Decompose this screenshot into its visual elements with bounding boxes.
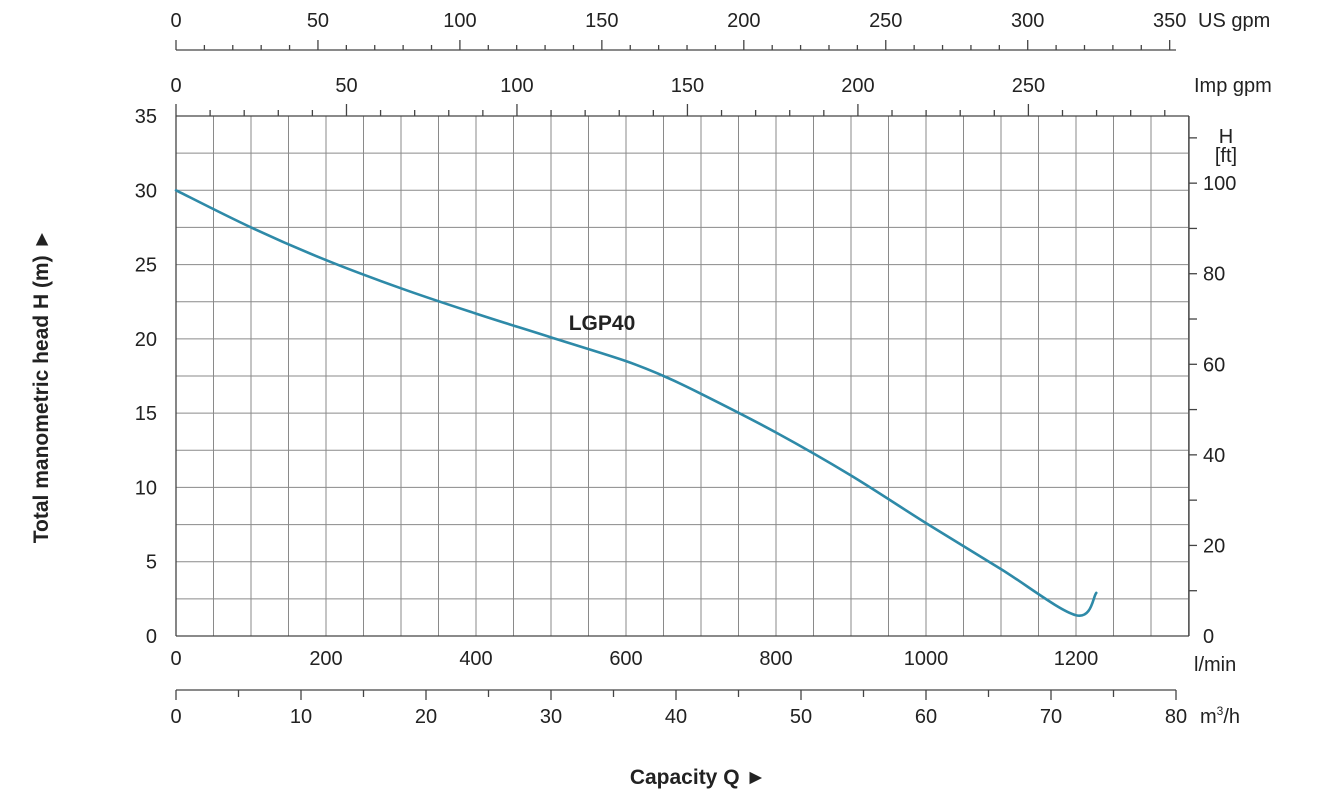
us-gpm-tick-label: 0: [170, 10, 181, 32]
y-tick-label: 35: [135, 106, 157, 128]
us-gpm-unit: US gpm: [1198, 10, 1270, 32]
m3h-unit: m3/h: [1200, 704, 1240, 728]
us-gpm-tick-label: 250: [869, 10, 902, 32]
y-tick-label: 0: [146, 626, 157, 648]
x-tick-label: 800: [759, 648, 792, 670]
us-gpm-tick-label: 150: [585, 10, 618, 32]
series-line-lgp40: [174, 189, 1098, 617]
y-tick-label: 5: [146, 552, 157, 574]
m3h-tick-label: 50: [790, 706, 812, 728]
m3h-tick-label: 0: [170, 706, 181, 728]
x-tick-label: 400: [459, 648, 492, 670]
m3h-tick-label: 80: [1165, 706, 1187, 728]
y-tick-label: 10: [135, 477, 157, 499]
imp-gpm-tick-label: 150: [671, 75, 704, 97]
imp-gpm-tick-label: 250: [1012, 75, 1045, 97]
us-gpm-tick-label: 100: [443, 10, 476, 32]
ft-tick-label: 60: [1203, 354, 1225, 376]
us-gpm-tick-label: 50: [307, 10, 329, 32]
us-gpm-tick-label: 350: [1153, 10, 1186, 32]
x-tick-label: 1200: [1054, 648, 1099, 670]
grid: [176, 116, 1189, 636]
imp-gpm-tick-label: 100: [500, 75, 533, 97]
imp-gpm-tick-label: 50: [335, 75, 357, 97]
series-label-lgp40: LGP40: [569, 312, 636, 335]
y-axis-title: Total manometric head H (m) ►: [30, 229, 53, 543]
us-gpm-tick-label: 300: [1011, 10, 1044, 32]
m3h-tick-label: 10: [290, 706, 312, 728]
m3h-tick-label: 60: [915, 706, 937, 728]
y-tick-label: 20: [135, 329, 157, 351]
ft-axis-title: H: [1219, 126, 1233, 148]
y-tick-label: 15: [135, 403, 157, 425]
m3h-tick-label: 30: [540, 706, 562, 728]
us-gpm-tick-label: 200: [727, 10, 760, 32]
ft-tick-label: 40: [1203, 445, 1225, 467]
x-tick-label: 200: [309, 648, 342, 670]
y-tick-label: 30: [135, 180, 157, 202]
m3h-tick-label: 70: [1040, 706, 1062, 728]
m3h-tick-label: 40: [665, 706, 687, 728]
m3h-tick-label: 20: [415, 706, 437, 728]
x-tick-label: 0: [170, 648, 181, 670]
axes: [175, 40, 1197, 700]
imp-gpm-tick-label: 0: [170, 75, 181, 97]
x-tick-label: 1000: [904, 648, 949, 670]
x-axis-title: Capacity Q ►: [630, 766, 766, 789]
ft-axis-unit: [ft]: [1215, 145, 1237, 167]
series: LGP40: [174, 189, 1098, 617]
ft-tick-label: 20: [1203, 535, 1225, 557]
x-tick-label: 600: [609, 648, 642, 670]
x-unit-label: l/min: [1194, 654, 1236, 676]
ft-tick-label: 100: [1203, 173, 1236, 195]
imp-gpm-unit: Imp gpm: [1194, 75, 1272, 97]
imp-gpm-tick-label: 200: [841, 75, 874, 97]
ft-tick-label: 80: [1203, 264, 1225, 286]
y-tick-label: 25: [135, 255, 157, 277]
ft-tick-label: 0: [1203, 626, 1214, 648]
